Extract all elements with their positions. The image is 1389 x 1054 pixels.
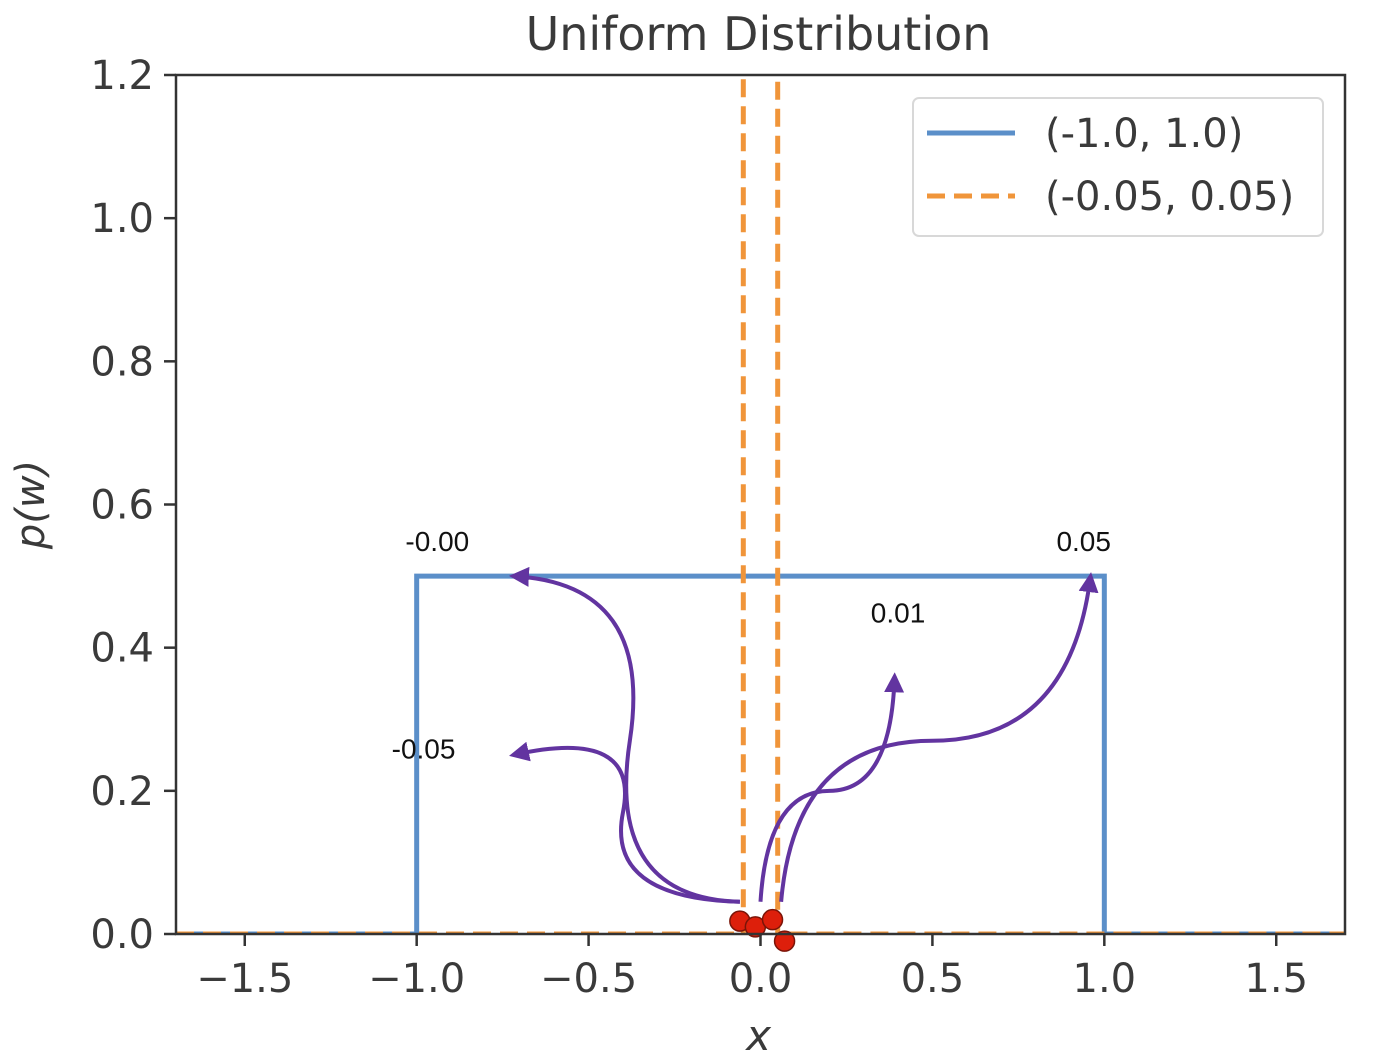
y-ticks: 0.0 0.2 0.4 0.6 0.8 1.0 1.2 — [90, 53, 176, 958]
data-point-3 — [761, 908, 784, 931]
data-point-4 — [773, 930, 796, 952]
annotation-arrow-3 — [758, 672, 905, 902]
chart-title: Uniform Distribution — [526, 7, 992, 61]
annotation-arrow-4 — [779, 572, 1099, 902]
y-tick-label: 1.2 — [90, 53, 154, 99]
plot-area: -0.00 0.05 0.01 -0.05 — [176, 75, 1345, 952]
y-tick-label: 0.2 — [90, 769, 154, 815]
legend-label-2: (-0.05, 0.05) — [1045, 174, 1294, 220]
y-tick-label: 0.6 — [90, 483, 154, 529]
annotation-label-3: 0.01 — [871, 598, 926, 629]
x-tick-label: 0.5 — [901, 956, 965, 1002]
legend-box — [912, 97, 1324, 237]
plot-content — [176, 75, 1345, 934]
y-tick-label: 0.8 — [90, 339, 154, 385]
series-line-1 — [176, 573, 1345, 934]
x-tick-label: −1.0 — [368, 956, 465, 1002]
annotation-label-2: 0.05 — [1056, 526, 1111, 557]
x-tick-label: 1.0 — [1073, 956, 1137, 1002]
legend: (-1.0, 1.0) (-0.05, 0.05) — [912, 97, 1324, 237]
y-tick-label: 1.0 — [90, 196, 154, 242]
annotation-arrow-1 — [508, 566, 740, 904]
x-tick-label: 0.0 — [729, 956, 793, 1002]
annotation-label-4: -0.05 — [392, 734, 456, 765]
y-tick-label: 0.0 — [90, 912, 154, 958]
x-tick-label: −0.5 — [540, 956, 637, 1002]
x-tick-label: 1.5 — [1244, 956, 1308, 1002]
x-tick-label: −1.5 — [196, 956, 293, 1002]
y-axis-label: p(w) — [8, 460, 54, 550]
x-ticks: −1.5 −1.0 −0.5 0.0 0.5 1.0 1.5 — [196, 934, 1308, 1002]
x-axis-label: x — [744, 1011, 772, 1054]
annotation-label-1: -0.00 — [405, 526, 469, 557]
legend-label-1: (-1.0, 1.0) — [1045, 111, 1243, 157]
annotation-arrow-2 — [509, 741, 740, 904]
y-tick-label: 0.4 — [90, 626, 154, 672]
